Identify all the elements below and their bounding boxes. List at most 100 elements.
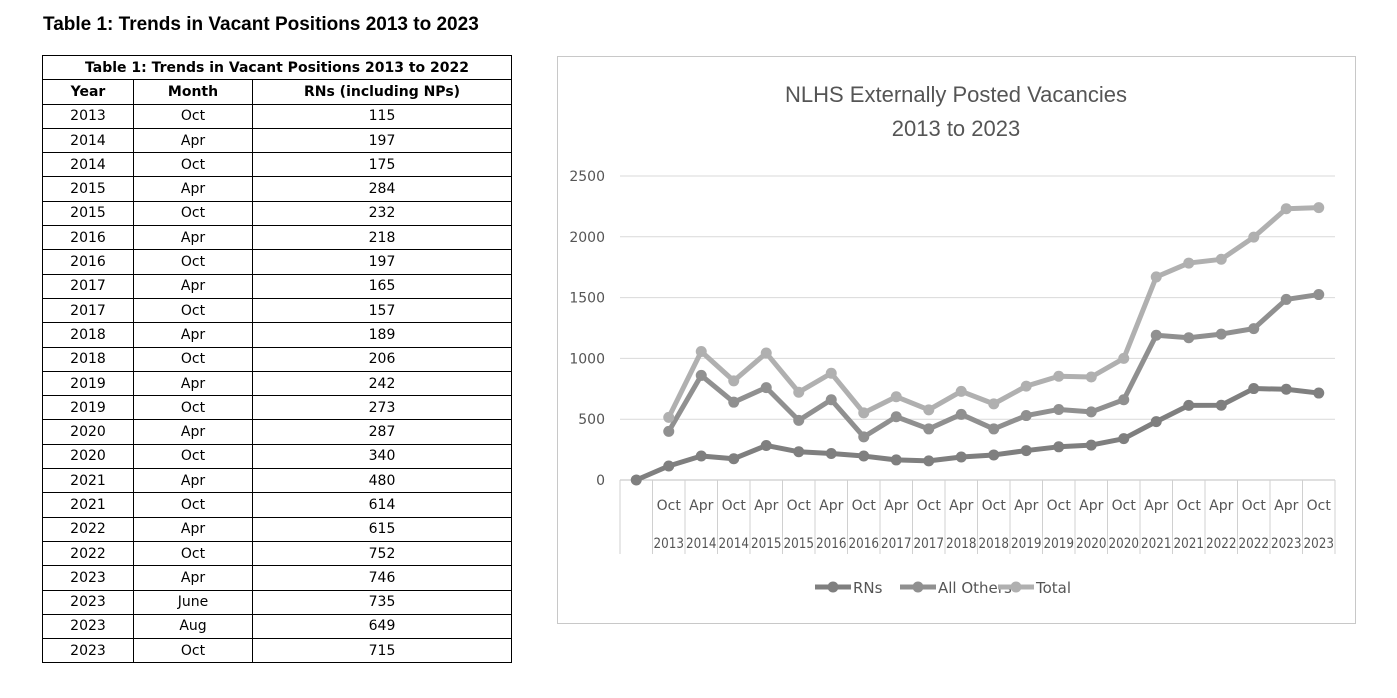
table-row: 2019 Oct 273 [42, 395, 513, 421]
cell-year: 2016 [42, 225, 134, 251]
data-point [663, 411, 675, 423]
legend-marker [912, 581, 924, 593]
data-point [955, 385, 967, 397]
x-tick-month: Oct [1047, 498, 1072, 514]
x-tick-month: Oct [852, 498, 877, 514]
y-tick-label: 2000 [569, 230, 605, 246]
data-point [695, 345, 707, 357]
x-tick-year: 2019 [1044, 536, 1075, 552]
data-point [955, 451, 967, 463]
x-tick-year: 2020 [1076, 536, 1107, 552]
data-point [825, 394, 837, 406]
x-tick-month: Oct [657, 498, 682, 514]
data-point [1313, 289, 1325, 301]
data-point [1053, 441, 1065, 453]
data-point [1020, 445, 1032, 457]
x-tick-year: 2013 [654, 536, 685, 552]
data-point [1248, 383, 1260, 395]
table-row: 2023 Aug 649 [42, 613, 513, 640]
x-tick-month: Oct [787, 498, 812, 514]
x-tick-year: 2016 [849, 536, 880, 552]
chart-canvas: NLHS Externally Posted Vacancies 2013 to … [569, 82, 1336, 597]
cell-year: 2021 [42, 468, 134, 494]
cell-year: 2020 [42, 443, 134, 470]
cell-rns: 232 [251, 200, 513, 227]
y-tick-label: 500 [578, 412, 605, 428]
cell-month: Oct [133, 200, 253, 227]
table-row: 2019 Apr 242 [42, 370, 513, 397]
data-point [1020, 410, 1032, 422]
cell-month: Aug [133, 613, 253, 640]
cell-rns: 175 [251, 152, 513, 178]
cell-year: 2014 [42, 127, 134, 154]
cell-year: 2023 [42, 613, 134, 640]
table-row: 2016 Oct 197 [42, 249, 513, 275]
cell-rns: 115 [251, 103, 513, 129]
table-row: 2018 Apr 189 [42, 322, 513, 348]
data-point [988, 398, 1000, 410]
cell-year: 2019 [42, 395, 134, 421]
table-caption: Table 1: Trends in Vacant Positions 2013… [41, 54, 513, 81]
cell-year: 2015 [42, 176, 134, 202]
header-year: Year [42, 79, 134, 105]
cell-rns: 340 [251, 443, 513, 470]
cell-year: 2019 [42, 370, 134, 397]
cell-year: 2023 [42, 638, 134, 664]
x-tick-month: Apr [1274, 498, 1298, 514]
data-point [1183, 399, 1195, 411]
cell-month: Oct [133, 346, 253, 372]
cell-month: Oct [133, 152, 253, 178]
data-point [695, 369, 707, 381]
data-point [858, 450, 870, 462]
cell-rns: 197 [251, 127, 513, 154]
x-tick-year: 2015 [784, 536, 815, 552]
x-tick-month: Apr [1209, 498, 1233, 514]
cell-year: 2023 [42, 565, 134, 591]
x-tick-year: 2021 [1141, 536, 1172, 552]
vacancy-table: Table 1: Trends in Vacant Positions 2013… [41, 54, 513, 664]
data-point [630, 474, 642, 486]
data-point [1150, 416, 1162, 428]
cell-rns: 197 [251, 249, 513, 275]
data-point [793, 414, 805, 426]
x-tick-year: 2014 [686, 536, 717, 552]
table-row: 2014 Apr 197 [42, 127, 513, 154]
data-point [923, 455, 935, 467]
table-header-row: Year Month RNs (including NPs) [42, 79, 513, 105]
data-point [988, 423, 1000, 435]
cell-rns: 284 [251, 176, 513, 202]
x-tick-month: Oct [1112, 498, 1137, 514]
legend-label: All Others [938, 579, 1012, 597]
x-tick-month: Oct [1307, 498, 1332, 514]
x-tick-year: 2017 [881, 536, 912, 552]
legend-marker [1010, 581, 1022, 593]
x-tick-year: 2018 [946, 536, 977, 552]
data-point [1085, 439, 1097, 451]
data-point [1118, 433, 1130, 445]
table-row: 2018 Oct 206 [42, 346, 513, 372]
data-point [1053, 403, 1065, 415]
table-row: 2015 Apr 284 [42, 176, 513, 202]
data-point [760, 439, 772, 451]
data-point [695, 450, 707, 462]
x-tick-year: 2020 [1109, 536, 1140, 552]
x-tick-year: 2022 [1239, 536, 1270, 552]
legend-marker [827, 581, 839, 593]
cell-year: 2015 [42, 200, 134, 227]
cell-rns: 242 [251, 370, 513, 397]
table-row: 2015 Oct 232 [42, 200, 513, 227]
vacancies-chart: NLHS Externally Posted Vacancies 2013 to … [557, 56, 1356, 624]
x-tick-year: 2019 [1011, 536, 1042, 552]
cell-rns: 480 [251, 468, 513, 494]
data-point [1118, 352, 1130, 364]
x-tick-month: Apr [884, 498, 908, 514]
cell-year: 2023 [42, 589, 134, 615]
data-point [728, 375, 740, 387]
data-point [1248, 231, 1260, 243]
data-point [1313, 202, 1325, 214]
table-row: 2022 Oct 752 [42, 540, 513, 567]
x-tick-month: Apr [1144, 498, 1168, 514]
x-tick-year: 2017 [914, 536, 945, 552]
table-row: 2023 June 735 [42, 589, 513, 615]
y-tick-label: 1000 [569, 351, 605, 367]
